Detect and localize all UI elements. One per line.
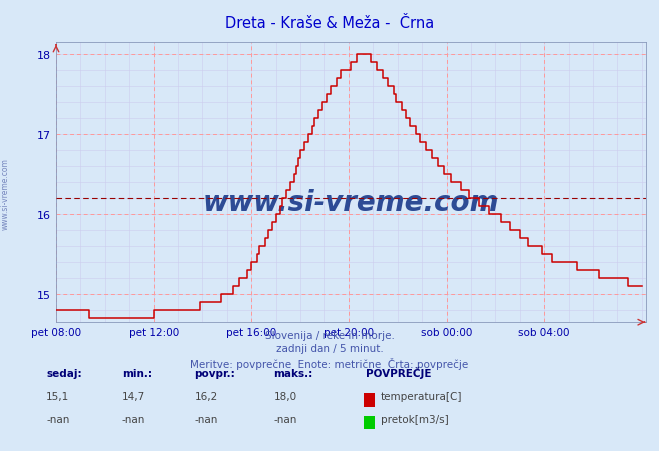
Text: Meritve: povprečne  Enote: metrične  Črta: povprečje: Meritve: povprečne Enote: metrične Črta:… xyxy=(190,357,469,369)
Text: -nan: -nan xyxy=(46,414,69,423)
Text: www.si-vreme.com: www.si-vreme.com xyxy=(203,188,499,216)
Text: Slovenija / reke in morje.: Slovenija / reke in morje. xyxy=(264,330,395,340)
Text: 14,7: 14,7 xyxy=(122,391,145,401)
Text: pretok[m3/s]: pretok[m3/s] xyxy=(381,414,449,423)
Text: min.:: min.: xyxy=(122,368,152,378)
Text: povpr.:: povpr.: xyxy=(194,368,235,378)
Text: sedaj:: sedaj: xyxy=(46,368,82,378)
Text: -nan: -nan xyxy=(122,414,145,423)
Text: temperatura[C]: temperatura[C] xyxy=(381,391,463,401)
Text: 18,0: 18,0 xyxy=(273,391,297,401)
Text: maks.:: maks.: xyxy=(273,368,313,378)
Text: Dreta - Kraše & Meža -  Črna: Dreta - Kraše & Meža - Črna xyxy=(225,16,434,31)
Text: zadnji dan / 5 minut.: zadnji dan / 5 minut. xyxy=(275,344,384,354)
Text: -nan: -nan xyxy=(194,414,217,423)
Text: 15,1: 15,1 xyxy=(46,391,69,401)
Text: POVPREČJE: POVPREČJE xyxy=(366,367,431,378)
Text: 16,2: 16,2 xyxy=(194,391,217,401)
Text: -nan: -nan xyxy=(273,414,297,423)
Text: www.si-vreme.com: www.si-vreme.com xyxy=(1,158,10,230)
